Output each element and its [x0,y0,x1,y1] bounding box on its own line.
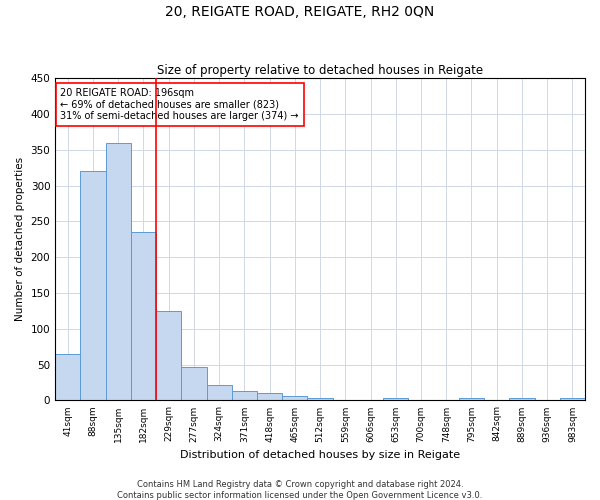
X-axis label: Distribution of detached houses by size in Reigate: Distribution of detached houses by size … [180,450,460,460]
Bar [156,311,181,400]
Text: 20, REIGATE ROAD, REIGATE, RH2 0QN: 20, REIGATE ROAD, REIGATE, RH2 0QN [166,5,434,19]
Bar [131,232,156,400]
Bar [509,398,535,400]
Title: Size of property relative to detached houses in Reigate: Size of property relative to detached ho… [157,64,483,77]
Bar [459,398,484,400]
Bar [257,394,282,400]
Bar [80,172,106,400]
Bar [55,354,80,401]
Text: 20 REIGATE ROAD: 196sqm
← 69% of detached houses are smaller (823)
31% of semi-d: 20 REIGATE ROAD: 196sqm ← 69% of detache… [61,88,299,121]
Y-axis label: Number of detached properties: Number of detached properties [15,157,25,322]
Bar [232,391,257,400]
Text: Contains HM Land Registry data © Crown copyright and database right 2024.
Contai: Contains HM Land Registry data © Crown c… [118,480,482,500]
Bar [106,142,131,400]
Bar [282,396,307,400]
Bar [383,398,409,400]
Bar [560,398,585,400]
Bar [206,384,232,400]
Bar [307,398,332,400]
Bar [181,367,206,400]
